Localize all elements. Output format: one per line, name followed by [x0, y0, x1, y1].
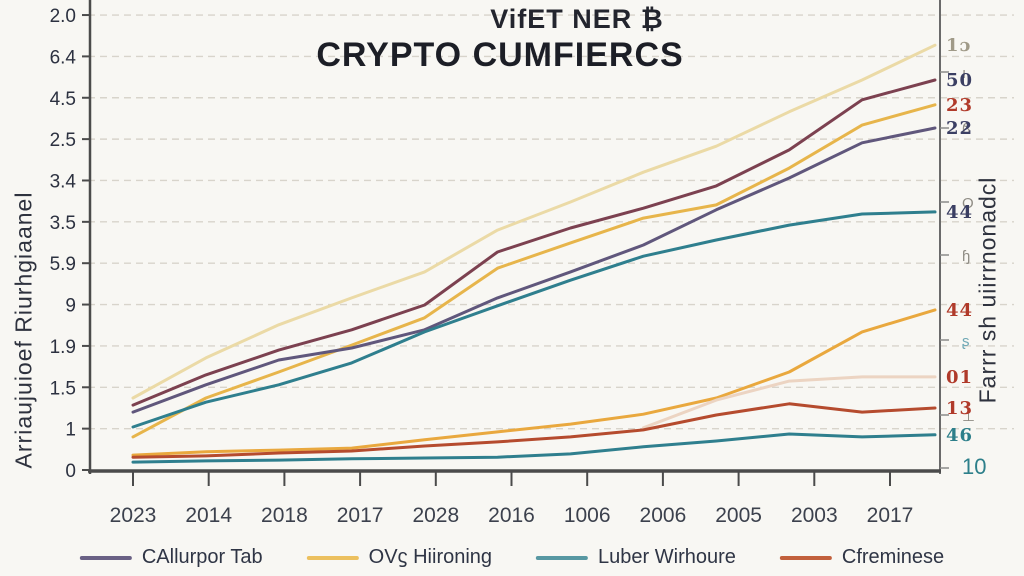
- legend-swatch-line: [79, 555, 132, 560]
- series-end-label-teal-upper: 44: [946, 202, 973, 223]
- y-tick-label: 5.9: [50, 254, 76, 275]
- series-end-label-pink-lower: 01: [946, 367, 973, 388]
- right-tick-label: ϐ: [962, 121, 971, 138]
- series-end-label-golden: 23: [946, 95, 973, 116]
- x-tick-label: 2003: [791, 504, 838, 527]
- series-end-label-golden-lower: 44: [946, 300, 973, 321]
- legend-label: Luber Wirhoure: [598, 546, 736, 568]
- legend-item: Cfreminese: [779, 546, 945, 569]
- x-tick-label: 2023: [110, 504, 157, 527]
- legend-swatch-line: [306, 555, 359, 560]
- x-tick-label: 2017: [337, 504, 384, 527]
- y-tick-label: 9: [65, 296, 76, 317]
- series-line-teal-upper: [131, 210, 937, 429]
- legend-item: CAllurpor Tab: [79, 546, 263, 569]
- x-tick-label: 2017: [867, 504, 914, 527]
- y-tick-label: 3.4: [50, 171, 77, 192]
- legend-item: OVϛ Hiironing: [306, 546, 493, 569]
- legend-label: Cfreminese: [841, 546, 945, 568]
- series-end-label-maroon: 50: [946, 70, 973, 91]
- y-tick-label: 1: [65, 420, 76, 441]
- series-end-label-cream-top: 1ɔ: [946, 35, 971, 56]
- x-tick-label: 2016: [488, 504, 535, 527]
- x-tick-label: 2006: [640, 504, 687, 527]
- legend-label: CAllurpor Tab: [141, 546, 263, 568]
- x-tick-label: 1006: [564, 504, 611, 527]
- series-end-label-teal-lower: 46: [946, 425, 973, 446]
- y-axis-label: Arriaujuioef Riurhgiaanel: [10, 191, 37, 469]
- y-tick-label: 1.5: [50, 378, 76, 399]
- y-tick-label: 0: [65, 461, 76, 482]
- y-tick-label: 1.9: [50, 337, 76, 358]
- y-tick-label: 6.4: [50, 47, 77, 68]
- right-axis-label: Farrr sh uiirrnonadcl: [974, 176, 1001, 404]
- y-tick-label: 4.5: [50, 89, 76, 110]
- right-tick-label: ⊥: [962, 408, 975, 425]
- right-tick-label: 10: [962, 454, 986, 479]
- y-tick-label: 3.5: [50, 213, 76, 234]
- y-tick-label: 2.0: [50, 6, 76, 27]
- y-tick-label: 2.5: [50, 130, 76, 151]
- series-end-label-purple: 22: [946, 118, 973, 139]
- series-line-golden-lower: [131, 308, 937, 457]
- x-tick-label: 2014: [185, 504, 232, 527]
- x-tick-label: 2028: [412, 504, 459, 527]
- right-tick-label: ʂ: [962, 333, 970, 350]
- right-tick-label: ı: [962, 65, 966, 82]
- right-tick-label: O: [962, 195, 974, 212]
- series-line-golden: [131, 103, 937, 439]
- x-tick-label: 2005: [715, 504, 762, 527]
- series-line-purple: [131, 126, 937, 414]
- legend-swatch-line: [779, 555, 832, 560]
- legend-item: Luber Wirhoure: [536, 546, 736, 569]
- series-line-pink-lower: [641, 375, 937, 430]
- legend-label: OVϛ Hiironing: [368, 546, 493, 568]
- x-tick-label: 2018: [261, 504, 308, 527]
- legend: CAllurpor Tab OVϛ Hiironing Luber Wirhoure…: [79, 546, 945, 569]
- series-line-red-lower: [131, 402, 937, 459]
- series-line-cream-top: [131, 43, 937, 400]
- legend-swatch-line: [536, 555, 589, 560]
- series-end-label-red-lower: 13: [946, 398, 973, 419]
- series-line-teal-lower: [131, 432, 937, 464]
- series-line-maroon: [131, 78, 937, 407]
- right-tick-label: ɧ: [962, 248, 970, 265]
